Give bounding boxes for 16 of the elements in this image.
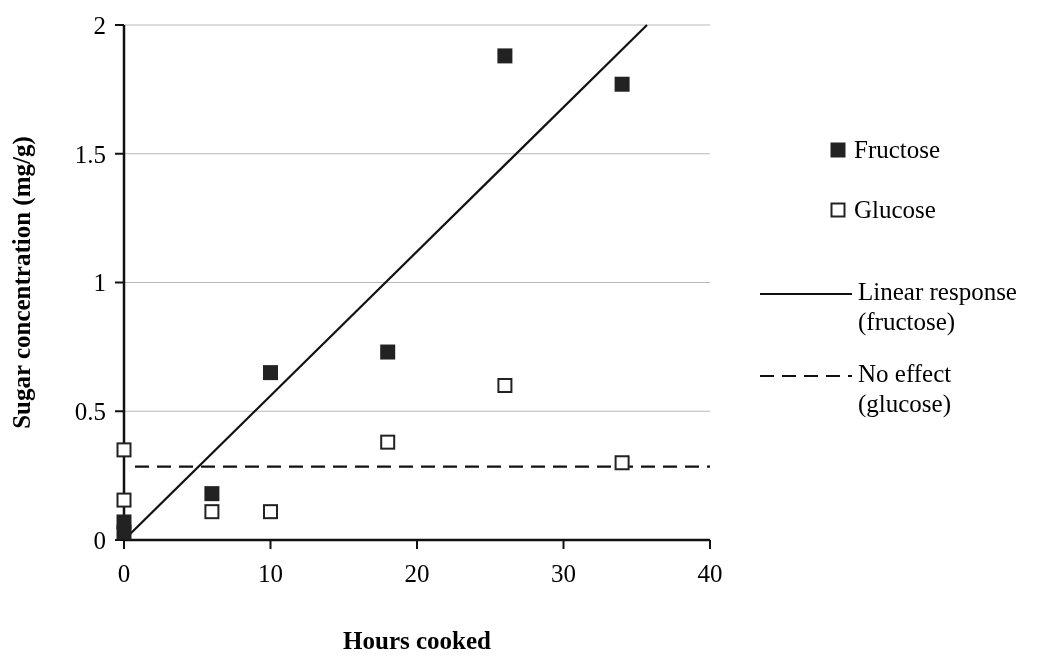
- y-tick-label: 0.5: [74, 398, 106, 425]
- x-axis-title: Hours cooked: [343, 627, 492, 654]
- y-tick-label: 2: [93, 11, 106, 39]
- x-tick-label: 30: [551, 560, 576, 587]
- y-axis-title: Sugar concentration (mg/g): [8, 136, 36, 429]
- legend-label: Linear response (fructose): [858, 278, 1017, 336]
- legend-label: Fructose: [854, 136, 941, 163]
- x-tick-label: 40: [697, 560, 723, 587]
- y-tick-label: 1: [93, 269, 106, 297]
- y-tick-label: 1.5: [74, 140, 106, 168]
- y-tick-label: 0: [93, 526, 106, 554]
- legend-label: Glucose: [854, 196, 936, 223]
- legend-label: No effect (glucose): [858, 360, 952, 418]
- x-tick-label: 20: [404, 560, 430, 587]
- x-tick-label: 0: [117, 560, 131, 587]
- x-tick-label: 10: [258, 560, 283, 587]
